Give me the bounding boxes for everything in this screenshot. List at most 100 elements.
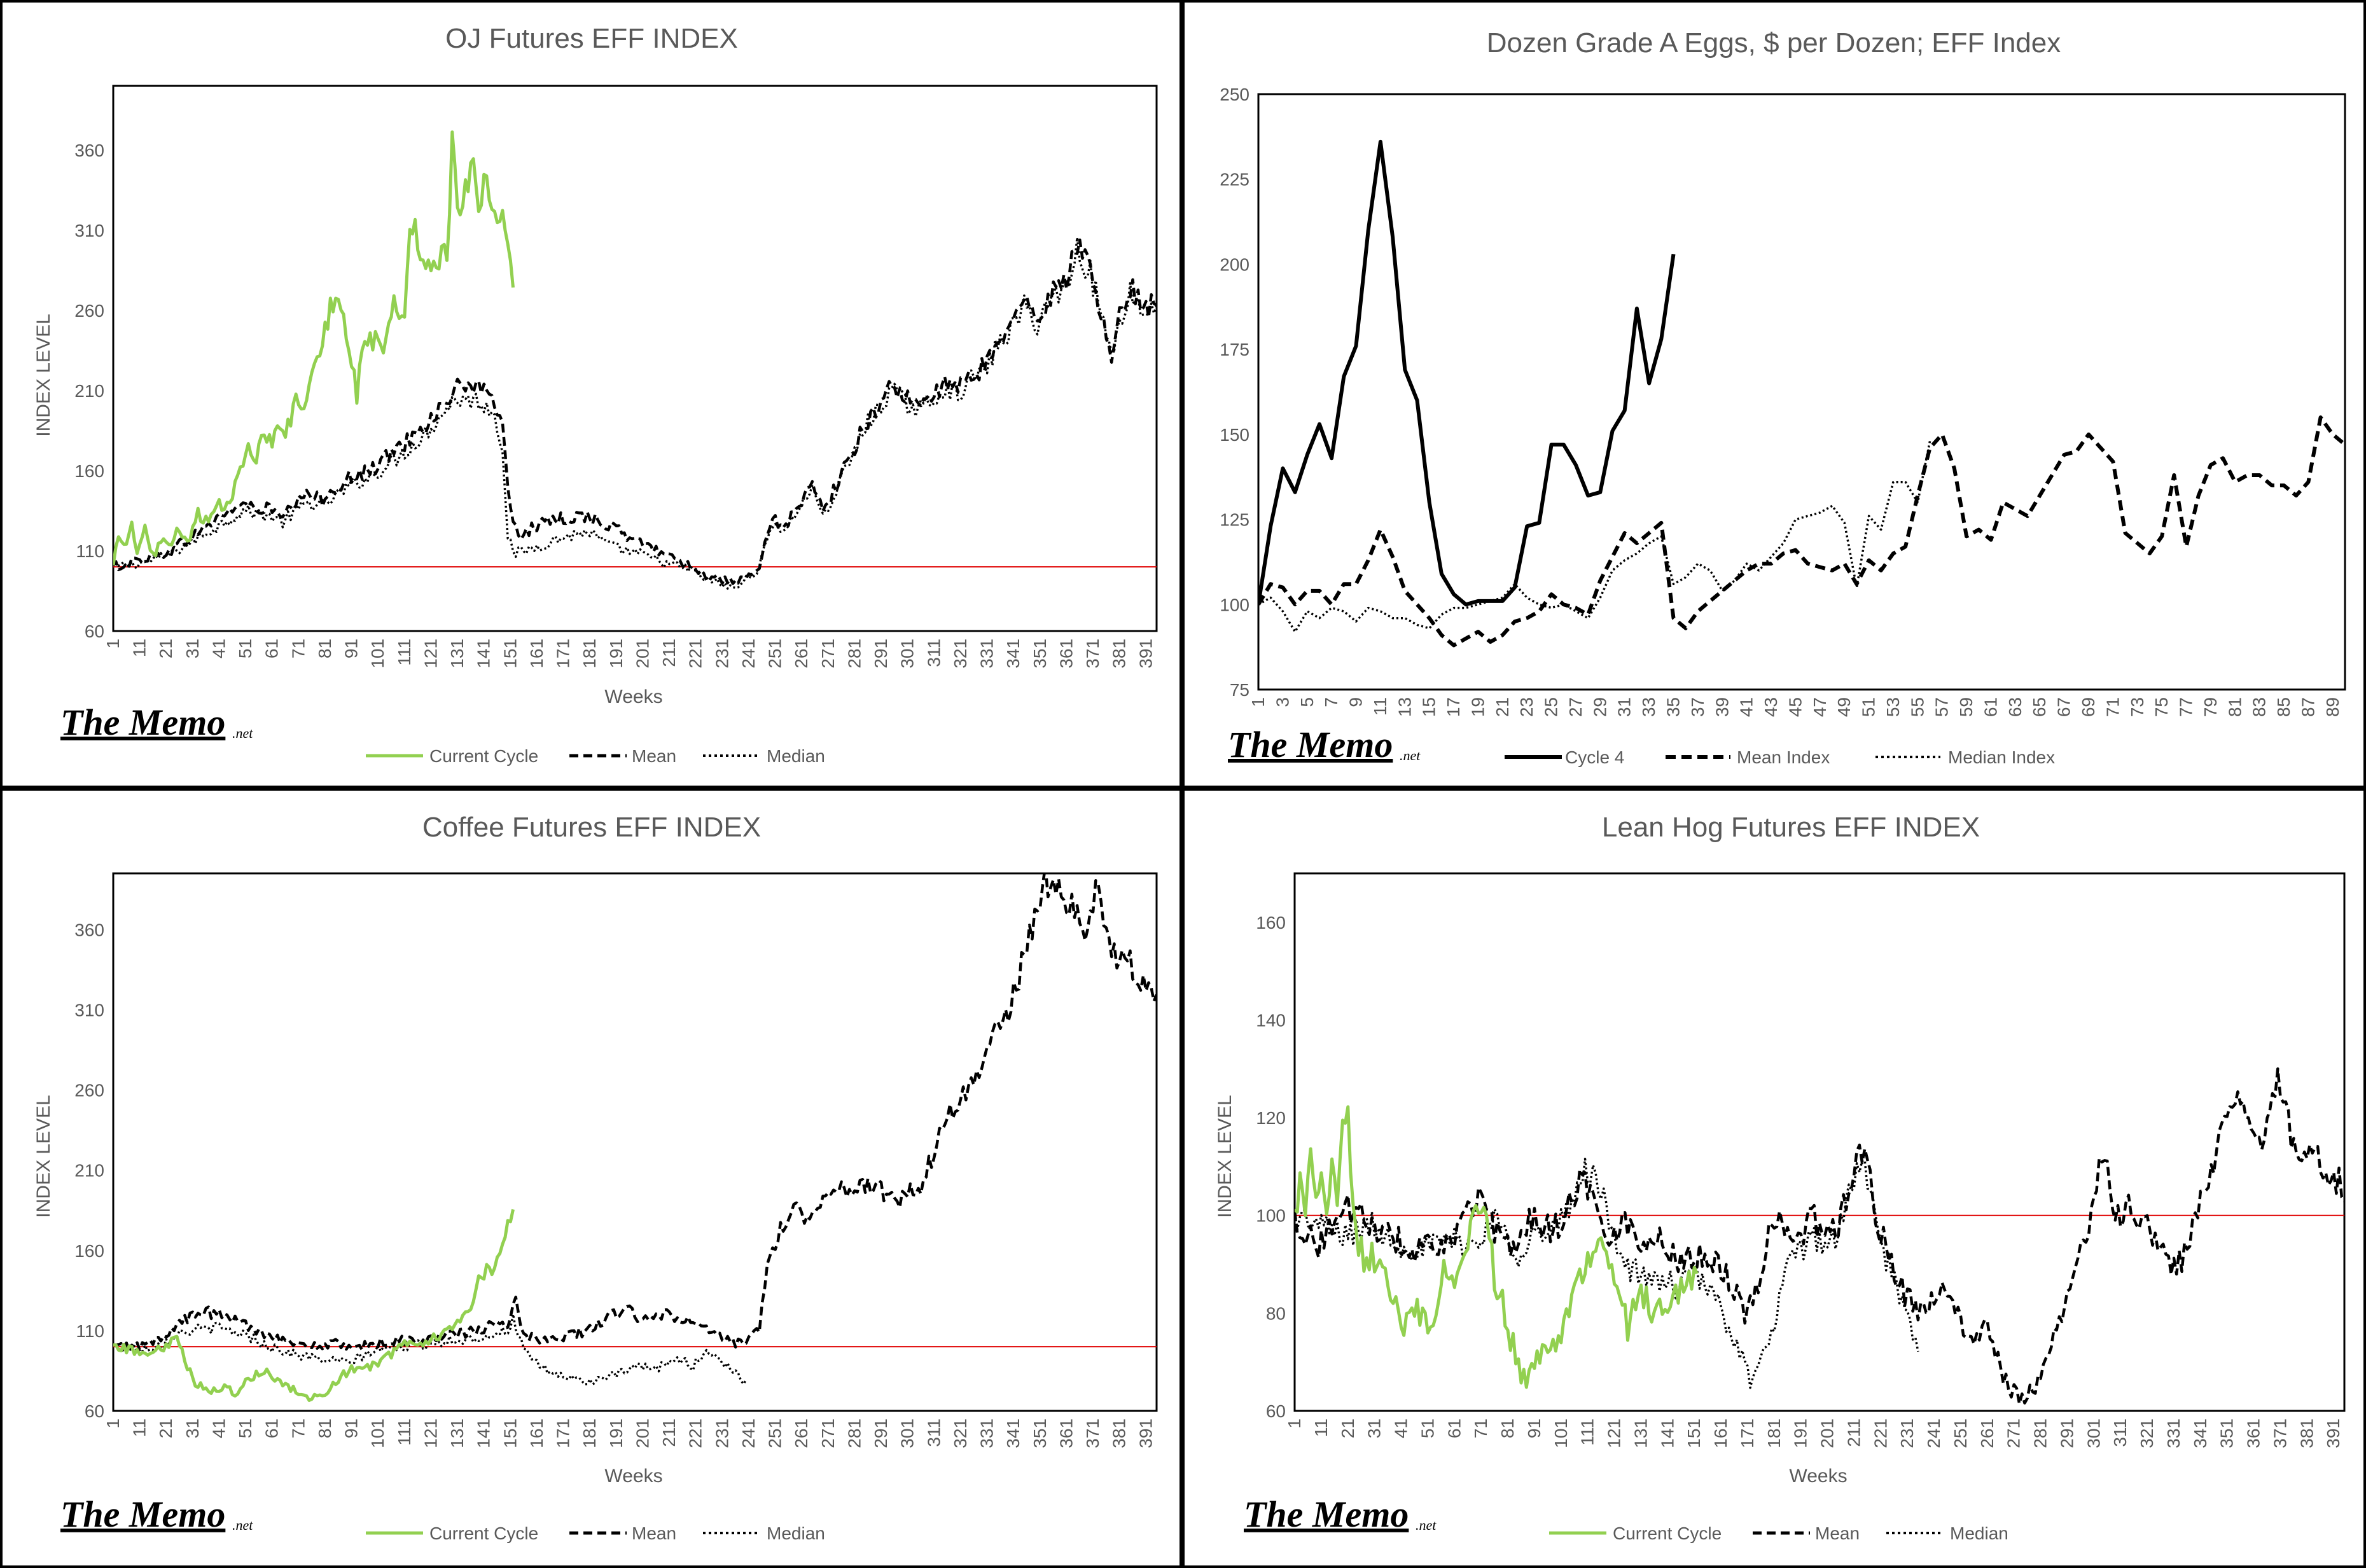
x-tick-label: 181 — [580, 1419, 599, 1448]
x-tick-label: 221 — [686, 639, 706, 669]
x-tick-label: 57 — [1932, 697, 1952, 717]
y-tick-label: 225 — [1220, 170, 1249, 190]
brand-logo: The Memo — [60, 1494, 225, 1535]
x-tick-label: 41 — [209, 1419, 228, 1438]
chart-title: Coffee Futures EFF INDEX — [422, 812, 761, 843]
x-tick-label: 61 — [1980, 697, 2000, 717]
legend-mean: Mean — [1815, 1523, 1860, 1543]
x-tick-label: 251 — [765, 639, 785, 669]
y-tick-label: 360 — [74, 920, 104, 940]
chart-oj-futures: OJ Futures EFF INDEX INDEX LEVEL Weeks 6… — [33, 23, 1158, 766]
x-tick-label: 25 — [1541, 697, 1561, 717]
x-tick-label: 1 — [1284, 1419, 1304, 1429]
x-tick-label: 11 — [1311, 1419, 1331, 1437]
x-tick-label: 63 — [2005, 697, 2025, 717]
x-tick-label: 161 — [1711, 1419, 1730, 1448]
plot-area — [112, 872, 1158, 1412]
series-line-median — [1295, 1157, 1919, 1389]
y-tick-labels: 75 100 125 150 175 200 225 250 — [1220, 85, 1249, 700]
panel-frame — [0, 0, 1182, 788]
x-tick-label: 341 — [1003, 1419, 1023, 1448]
x-tick-label: 391 — [1136, 1419, 1155, 1448]
x-tick-label: 321 — [2137, 1419, 2157, 1448]
x-tick-label: 351 — [1030, 1419, 1050, 1448]
panel-frame — [0, 788, 1182, 1568]
y-tick-label: 100 — [1256, 1206, 1286, 1226]
x-tick-label: 311 — [2110, 1419, 2130, 1447]
x-tick-label: 171 — [1737, 1419, 1757, 1448]
panel-frame — [1182, 788, 2366, 1568]
x-tick-label: 81 — [315, 639, 335, 658]
x-axis-title: Weeks — [604, 1466, 662, 1487]
y-tick-label: 160 — [74, 461, 104, 481]
x-tick-label: 171 — [553, 639, 573, 669]
x-tick-label: 71 — [288, 1419, 308, 1438]
brand-logo-suffix: .net — [232, 725, 253, 741]
x-tick-label: 11 — [130, 639, 150, 657]
x-tick-label: 71 — [2103, 697, 2122, 717]
x-tick-label: 59 — [1956, 697, 1976, 717]
x-tick-label: 35 — [1663, 697, 1683, 717]
y-tick-label: 125 — [1220, 510, 1249, 530]
x-tick-label: 51 — [1417, 1419, 1437, 1438]
series-line-median-index — [1258, 441, 1931, 633]
y-axis-title: INDEX LEVEL — [33, 314, 54, 436]
x-tick-label: 11 — [1370, 697, 1390, 716]
brand-logo-suffix: .net — [1400, 747, 1421, 763]
x-tick-label: 61 — [262, 639, 282, 658]
x-tick-label: 21 — [156, 1419, 176, 1438]
x-tick-label: 201 — [1818, 1419, 1837, 1448]
x-tick-label: 41 — [1391, 1419, 1411, 1438]
y-tick-label: 200 — [1220, 254, 1249, 274]
series-line-cycle-4 — [1258, 139, 1676, 607]
legend: Current Cycle Mean Median — [366, 746, 825, 766]
x-tick-label: 39 — [1712, 697, 1732, 717]
x-axis-title: Weeks — [604, 686, 662, 707]
legend: Current Cycle Mean Median — [1549, 1523, 2008, 1543]
legend-median: Median — [767, 746, 825, 766]
x-tick-label: 331 — [977, 639, 997, 669]
x-tick-label: 391 — [1136, 639, 1155, 669]
x-tick-label: 371 — [1083, 639, 1103, 669]
y-tick-label: 210 — [74, 1161, 104, 1181]
x-tick-label: 151 — [500, 1419, 520, 1448]
y-tick-labels: 60 80 100 120 140 160 — [1256, 913, 1286, 1421]
x-tick-label: 261 — [791, 1419, 811, 1448]
x-tick-label: 73 — [2127, 697, 2147, 717]
chart-lean-hog-futures: Lean Hog Futures EFF INDEX INDEX LEVEL W… — [1214, 812, 2346, 1543]
plot-area — [1293, 872, 2346, 1412]
x-tick-label: 271 — [2004, 1419, 2024, 1448]
y-tick-label: 360 — [74, 141, 104, 160]
x-tick-label: 211 — [659, 639, 679, 667]
y-tick-label: 60 — [1266, 1401, 1286, 1421]
x-tick-label: 241 — [1924, 1419, 1944, 1448]
y-tick-label: 310 — [74, 221, 104, 240]
series-line-mean — [1295, 1067, 2344, 1406]
x-tick-label: 1 — [103, 1419, 123, 1429]
x-tick-label: 321 — [950, 639, 970, 669]
x-tick-label: 47 — [1810, 697, 1830, 717]
x-tick-label: 331 — [977, 1419, 997, 1448]
series-line-mean-index — [1258, 415, 2345, 648]
chart-eggs: Dozen Grade A Eggs, $ per Dozen; EFF Ind… — [1220, 27, 2346, 767]
y-tick-label: 150 — [1220, 425, 1249, 445]
x-tick-label: 87 — [2298, 697, 2318, 717]
x-tick-label: 301 — [898, 639, 917, 669]
x-tick-label: 341 — [2190, 1419, 2210, 1448]
x-tick-label: 351 — [2217, 1419, 2237, 1448]
x-tick-label: 111 — [1578, 1419, 1597, 1446]
x-tick-label: 45 — [1785, 697, 1805, 717]
series-lines — [113, 873, 1157, 1402]
x-tick-label: 211 — [1844, 1419, 1863, 1447]
x-tick-label: 1 — [1248, 697, 1268, 707]
x-tick-label: 81 — [1498, 1419, 1517, 1438]
x-tick-label: 33 — [1639, 697, 1659, 717]
panel-frame — [1182, 0, 2366, 788]
series-lines — [113, 130, 1157, 590]
x-tick-label: 131 — [447, 639, 467, 669]
chart-coffee-futures: Coffee Futures EFF INDEX INDEX LEVEL Wee… — [33, 812, 1158, 1543]
x-tick-label: 61 — [1444, 1419, 1464, 1438]
brand-logo: The Memo — [1228, 724, 1393, 765]
x-tick-label: 141 — [474, 1419, 494, 1448]
legend-median-index: Median Index — [1948, 747, 2055, 767]
